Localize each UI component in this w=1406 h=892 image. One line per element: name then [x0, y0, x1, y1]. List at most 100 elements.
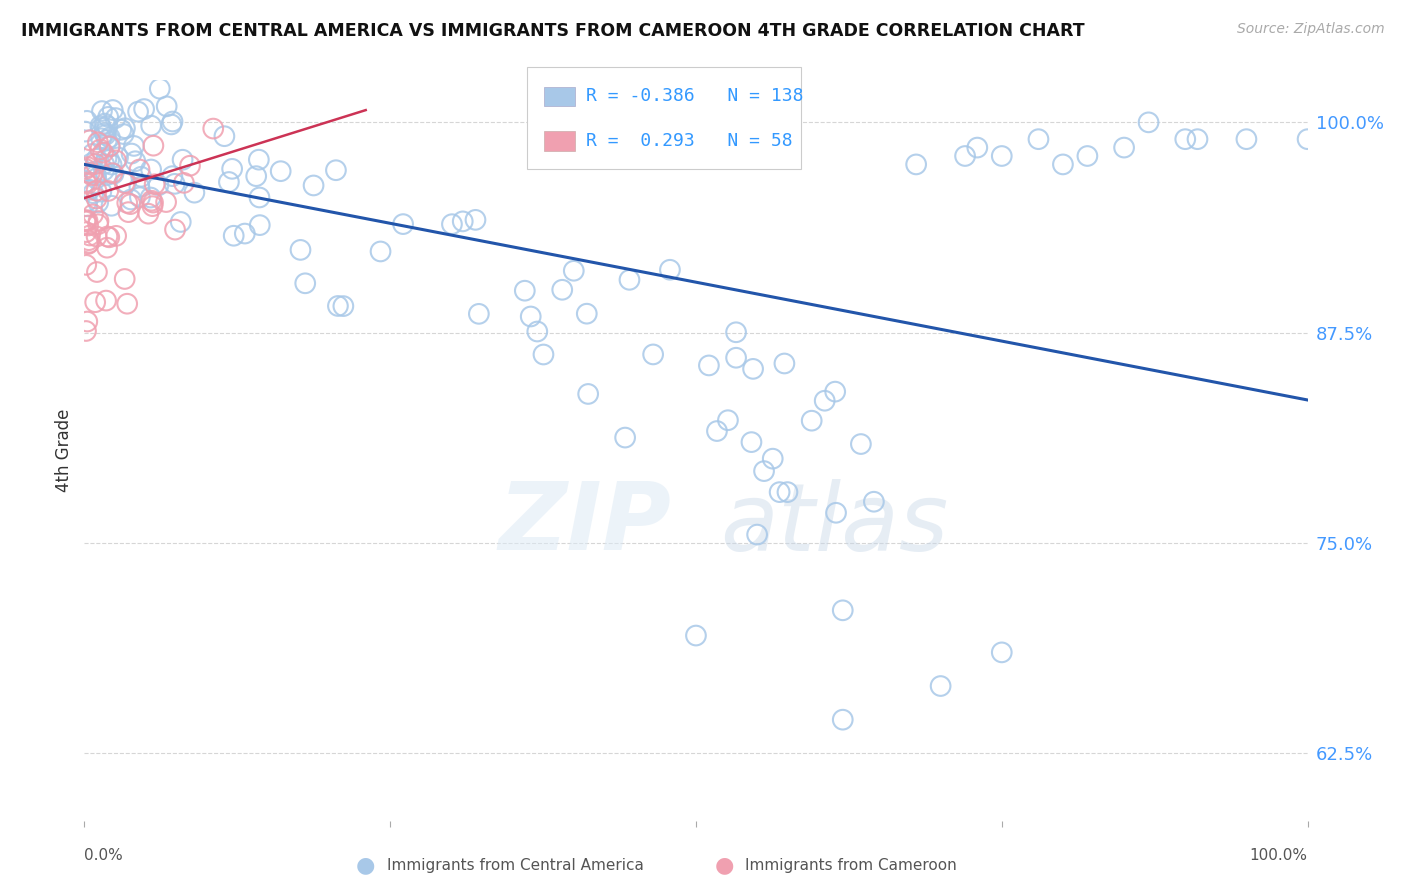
Point [519, 310, 541, 324]
Point [80, 168, 103, 182]
Point [77, 233, 100, 247]
Point [79, 133, 101, 147]
Point [76, 194, 98, 208]
Point [141, 199, 163, 213]
Point [76, 199, 98, 213]
Point [740, 435, 762, 450]
Point [75, 175, 97, 189]
Point [114, 272, 136, 286]
Text: ●: ● [714, 855, 734, 875]
Point [162, 114, 184, 128]
Point [245, 169, 267, 183]
Point [1076, 149, 1098, 163]
Point [128, 180, 150, 194]
Point [222, 228, 245, 243]
Point [105, 228, 128, 243]
Point [825, 506, 848, 520]
Point [121, 146, 143, 161]
Point [551, 283, 574, 297]
Point [139, 162, 162, 177]
Point [249, 190, 271, 204]
Point [114, 176, 136, 190]
Point [218, 175, 240, 189]
Point [163, 222, 186, 236]
Point [98, 153, 121, 167]
Point [162, 169, 184, 183]
Point [1137, 115, 1160, 129]
Point [831, 603, 853, 617]
Point [139, 190, 162, 204]
Point [141, 194, 163, 208]
Point [214, 129, 236, 144]
Point [863, 494, 886, 508]
Point [83, 165, 105, 179]
Point [87, 195, 110, 210]
Point [87, 136, 110, 150]
Point [773, 356, 796, 370]
Point [849, 437, 872, 451]
Point [120, 197, 142, 211]
Point [762, 451, 785, 466]
Point [96, 133, 118, 147]
Point [75, 125, 97, 139]
Point [706, 424, 728, 438]
Point [576, 387, 599, 401]
Text: 0.0%: 0.0% [84, 847, 124, 863]
Point [120, 193, 142, 207]
Point [139, 119, 162, 133]
Point [79, 166, 101, 180]
Point [94, 293, 117, 308]
Point [96, 229, 118, 244]
Point [93, 126, 115, 140]
Point [370, 244, 392, 259]
Point [163, 177, 186, 191]
Point [643, 347, 665, 361]
Point [103, 167, 125, 181]
Point [824, 384, 846, 399]
Point [84, 157, 107, 171]
Point [155, 195, 177, 210]
Point [97, 184, 120, 198]
Point [160, 117, 183, 131]
Text: IMMIGRANTS FROM CENTRAL AMERICA VS IMMIGRANTS FROM CAMEROON 4TH GRADE CORRELATIO: IMMIGRANTS FROM CENTRAL AMERICA VS IMMIG… [21, 22, 1084, 40]
Point [129, 169, 152, 184]
Point [179, 159, 201, 173]
Point [76, 314, 98, 328]
Point [800, 414, 823, 428]
Point [84, 171, 107, 186]
Point [104, 111, 127, 125]
Point [86, 184, 108, 198]
Point [76, 213, 98, 227]
Point [86, 152, 108, 166]
Text: Immigrants from Central America: Immigrants from Central America [387, 858, 644, 872]
Point [717, 413, 740, 427]
Text: R = -0.386   N = 138: R = -0.386 N = 138 [586, 87, 804, 105]
Point [142, 138, 165, 153]
Point [326, 299, 349, 313]
Point [685, 629, 707, 643]
Point [233, 227, 256, 241]
Point [1236, 132, 1258, 146]
Point [100, 199, 122, 213]
Point [93, 157, 115, 171]
Point [114, 121, 136, 136]
Point [98, 139, 121, 153]
Point [98, 130, 121, 145]
Point [619, 273, 641, 287]
Text: 100.0%: 100.0% [1250, 847, 1308, 863]
Point [991, 149, 1014, 163]
Point [94, 117, 117, 131]
Point [132, 102, 155, 116]
Point [1114, 140, 1136, 154]
Point [249, 218, 271, 232]
Point [156, 99, 179, 113]
Point [294, 277, 316, 291]
Point [79, 183, 101, 197]
Point [468, 307, 491, 321]
Point [658, 262, 681, 277]
Point [173, 176, 195, 190]
Text: ●: ● [356, 855, 375, 875]
Point [440, 217, 463, 231]
Point [991, 645, 1014, 659]
Y-axis label: 4th Grade: 4th Grade [55, 409, 73, 492]
